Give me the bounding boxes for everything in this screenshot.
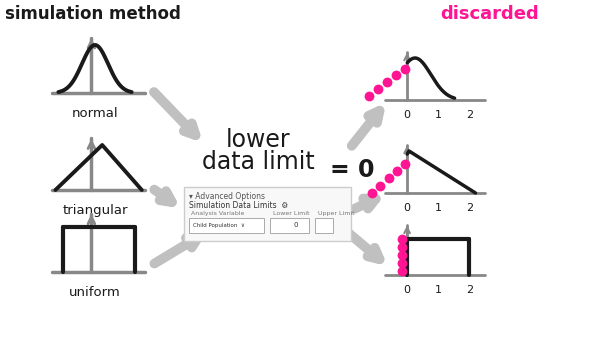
Point [373,86,383,92]
Text: 0: 0 [404,203,410,213]
Point [367,190,377,196]
Text: lower: lower [226,128,290,152]
Point [364,93,374,99]
Text: 1: 1 [435,285,442,295]
Text: = 0: = 0 [330,158,374,182]
Point [397,268,407,274]
Text: ▾ Advanced Options: ▾ Advanced Options [189,192,265,201]
Text: triangular: triangular [62,204,128,217]
Point [397,245,407,250]
Text: Upper Limit: Upper Limit [318,211,355,216]
Text: 0: 0 [404,285,410,295]
FancyBboxPatch shape [269,218,308,233]
Point [382,79,392,85]
Text: Child Population  ∨: Child Population ∨ [193,222,245,228]
FancyBboxPatch shape [184,187,351,241]
Text: 0: 0 [293,222,298,228]
Text: 1: 1 [435,203,442,213]
Point [384,175,394,181]
Text: Analysis Variable: Analysis Variable [191,211,244,216]
Text: uniform: uniform [69,286,121,299]
Text: data limit: data limit [202,150,314,174]
Point [397,237,407,242]
Point [392,168,401,174]
Text: 1: 1 [435,110,442,120]
Text: Lower Limit: Lower Limit [273,211,310,216]
FancyBboxPatch shape [188,218,263,233]
Point [400,161,410,166]
Text: 2: 2 [466,285,473,295]
Text: Simulation Data Limits  ⚙: Simulation Data Limits ⚙ [189,201,288,210]
Text: discarded: discarded [440,5,539,23]
Point [400,66,410,71]
FancyBboxPatch shape [314,218,332,233]
Point [397,253,407,258]
Text: 2: 2 [466,203,473,213]
Point [376,183,385,189]
Point [391,73,401,78]
Point [397,261,407,266]
Text: 0: 0 [404,110,410,120]
Text: normal: normal [71,107,118,120]
Text: 2: 2 [466,110,473,120]
Text: simulation method: simulation method [5,5,181,23]
